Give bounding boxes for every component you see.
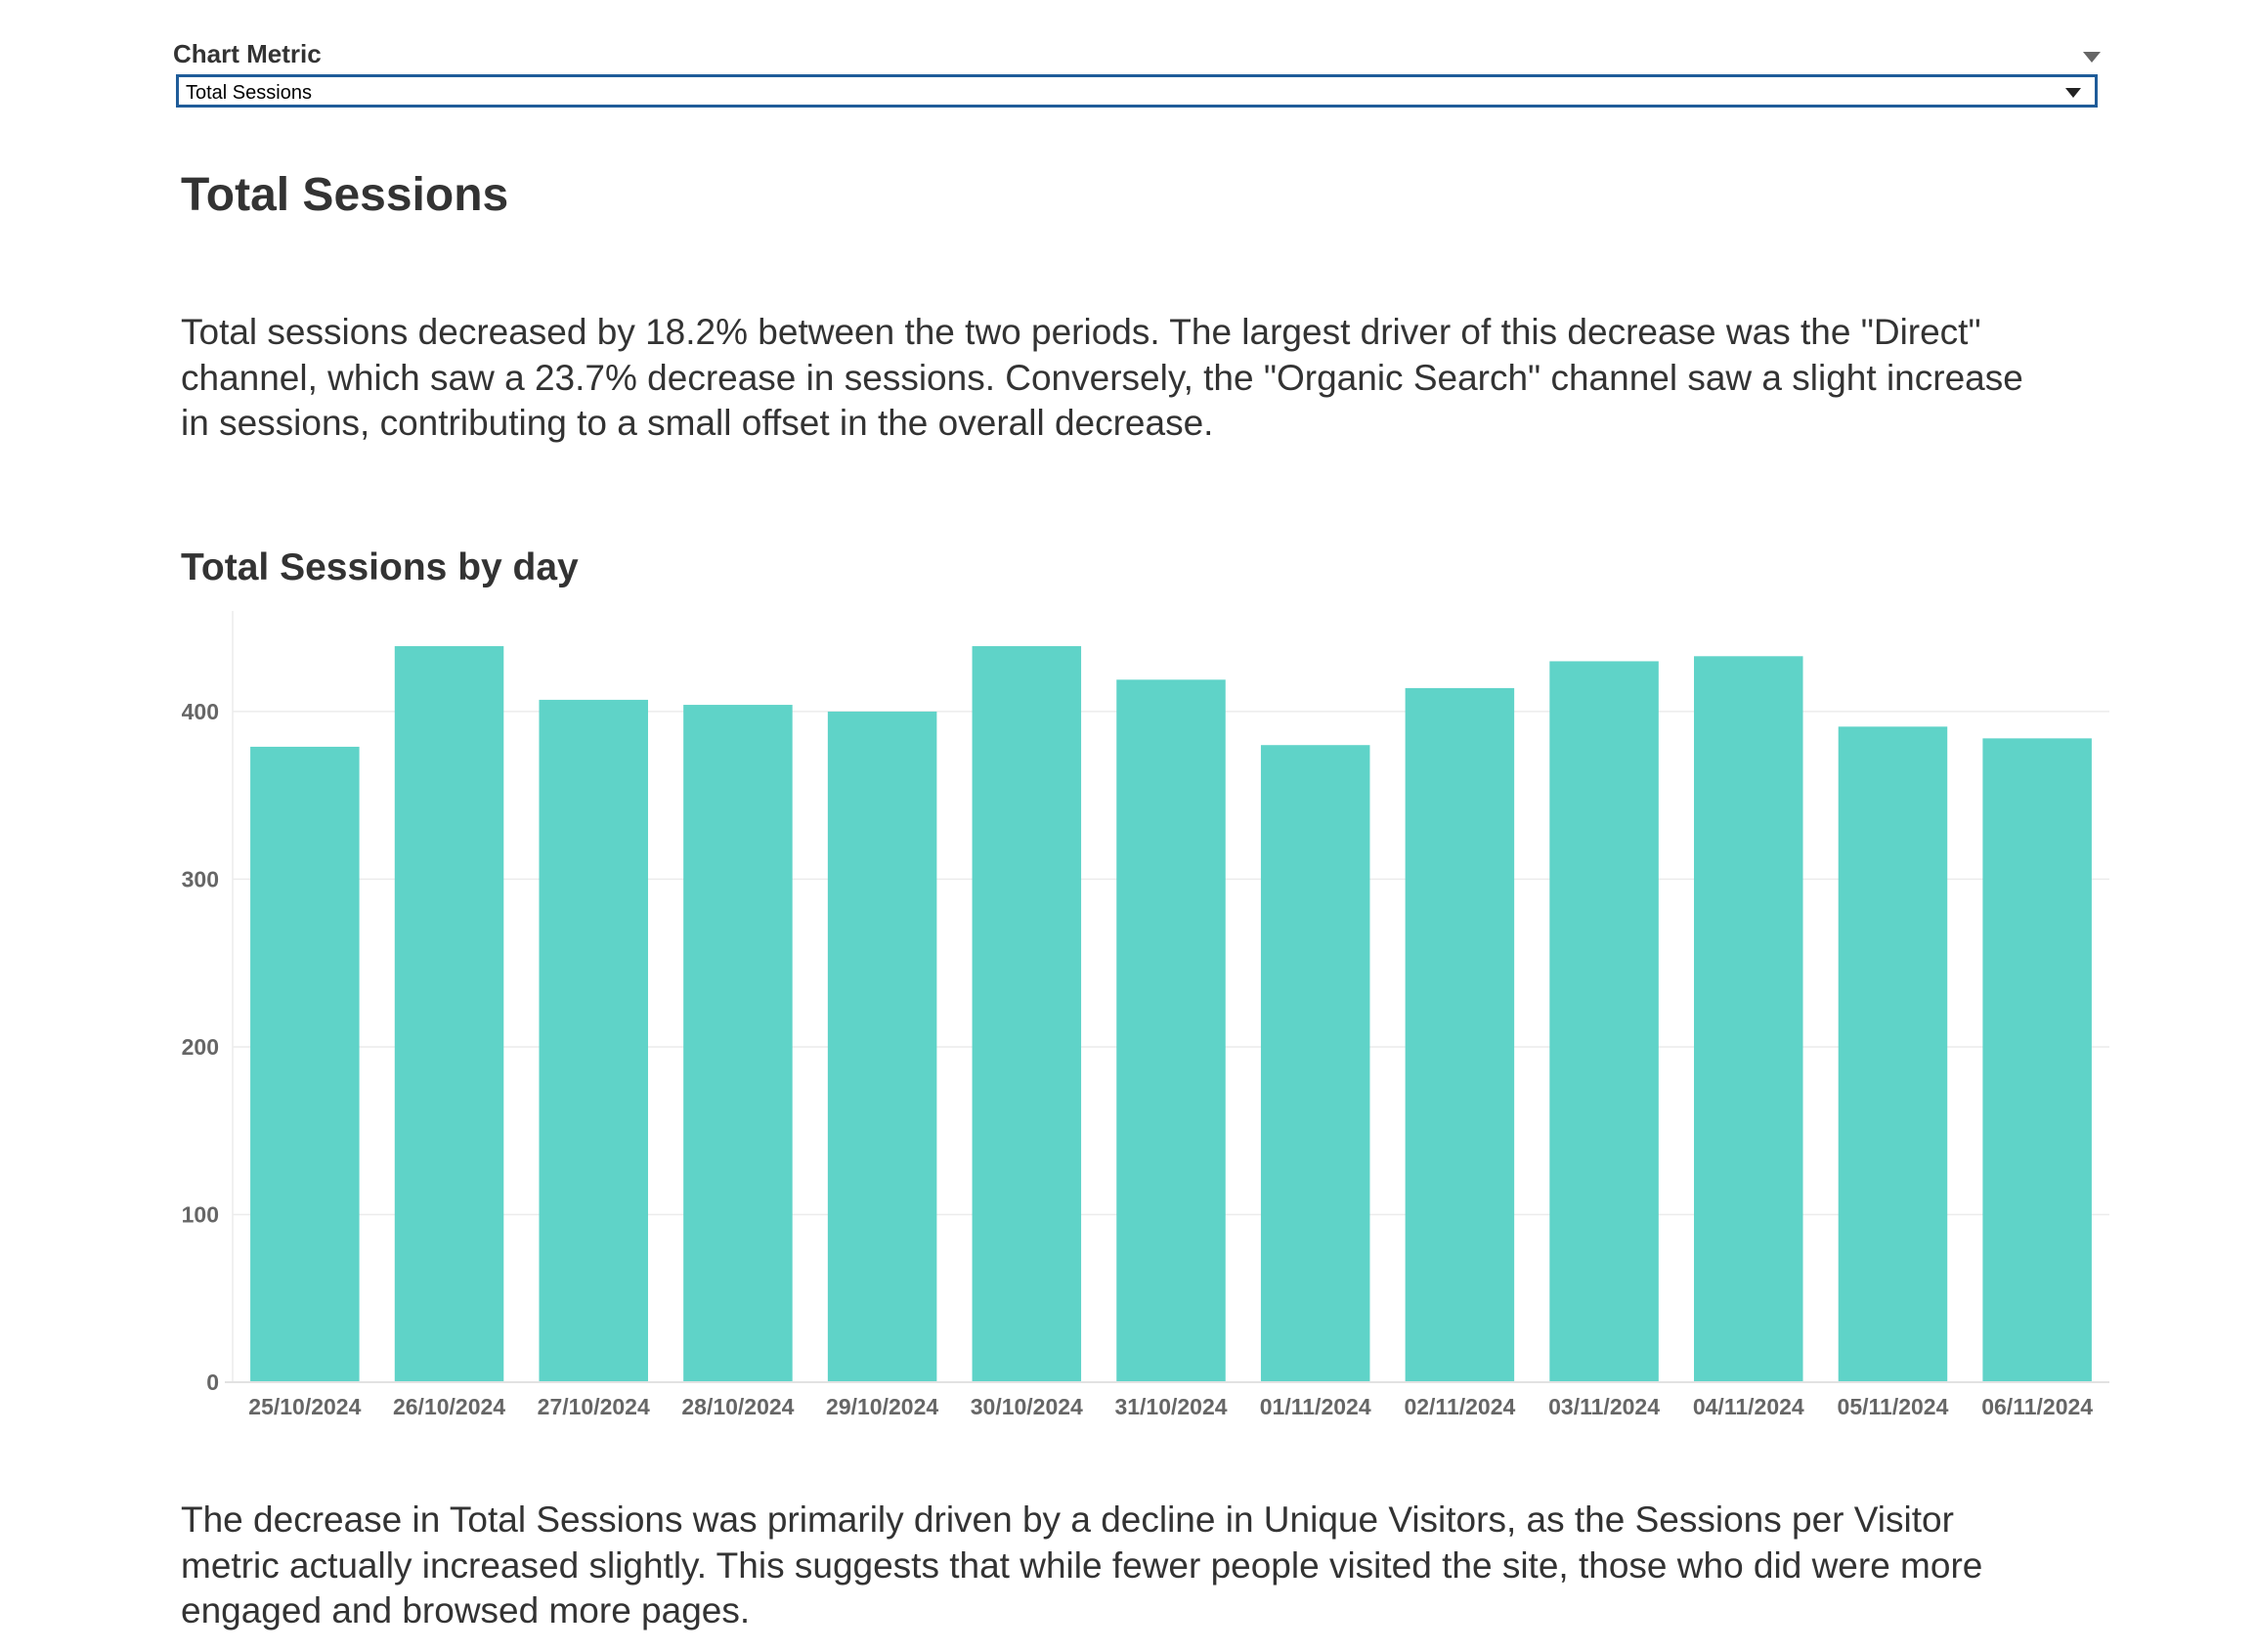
x-tick-label: 06/11/2024 xyxy=(1981,1394,2093,1419)
summary-text: Total sessions decreased by 18.2% betwee… xyxy=(181,312,2023,443)
x-tick-label: 02/11/2024 xyxy=(1404,1394,1515,1419)
y-tick-label: 0 xyxy=(206,1369,219,1395)
bar[interactable] xyxy=(1982,738,2092,1382)
bar[interactable] xyxy=(1838,726,1948,1382)
x-tick-label: 29/10/2024 xyxy=(826,1394,938,1419)
x-tick-label: 28/10/2024 xyxy=(681,1394,794,1419)
bar-chart: 0 100 200 300 400 25/10/2024 26/10/2024 27/10/2… xyxy=(182,611,2109,1419)
y-tick-label: 200 xyxy=(182,1034,219,1060)
chart-metric-select[interactable]: Total Sessions xyxy=(176,74,2098,108)
chevron-down-icon xyxy=(2065,88,2081,98)
x-tick-label: 05/11/2024 xyxy=(1838,1394,1949,1419)
bar[interactable] xyxy=(972,646,1082,1382)
x-tick-label: 25/10/2024 xyxy=(248,1394,361,1419)
x-tick-label: 26/10/2024 xyxy=(393,1394,505,1419)
bar[interactable] xyxy=(1694,656,1803,1382)
page-title: Total Sessions xyxy=(181,169,509,221)
x-tick-label: 01/11/2024 xyxy=(1260,1394,1371,1419)
bar[interactable] xyxy=(394,646,504,1382)
bar[interactable] xyxy=(1405,687,1515,1382)
chart-title: Total Sessions by day xyxy=(181,546,579,588)
filter-label: Chart Metric xyxy=(173,39,322,68)
bar[interactable] xyxy=(1260,745,1370,1382)
x-tick-label: 27/10/2024 xyxy=(538,1394,650,1419)
x-tick-label: 30/10/2024 xyxy=(971,1394,1083,1419)
conclusion-text: The decrease in Total Sessions was prima… xyxy=(181,1500,1983,1630)
bar[interactable] xyxy=(683,705,793,1382)
filter-menu-icon[interactable] xyxy=(2083,52,2101,63)
bar[interactable] xyxy=(539,699,648,1382)
bar[interactable] xyxy=(250,746,360,1382)
select-value: Total Sessions xyxy=(186,82,312,104)
x-tick-label: 03/11/2024 xyxy=(1548,1394,1660,1419)
bar[interactable] xyxy=(1116,679,1226,1382)
y-tick-label: 400 xyxy=(182,699,219,724)
bar[interactable] xyxy=(1549,661,1659,1382)
y-tick-label: 100 xyxy=(182,1201,219,1227)
x-tick-label: 31/10/2024 xyxy=(1114,1394,1227,1419)
y-tick-label: 300 xyxy=(182,866,219,891)
x-tick-label: 04/11/2024 xyxy=(1693,1394,1804,1419)
bar[interactable] xyxy=(827,711,937,1382)
